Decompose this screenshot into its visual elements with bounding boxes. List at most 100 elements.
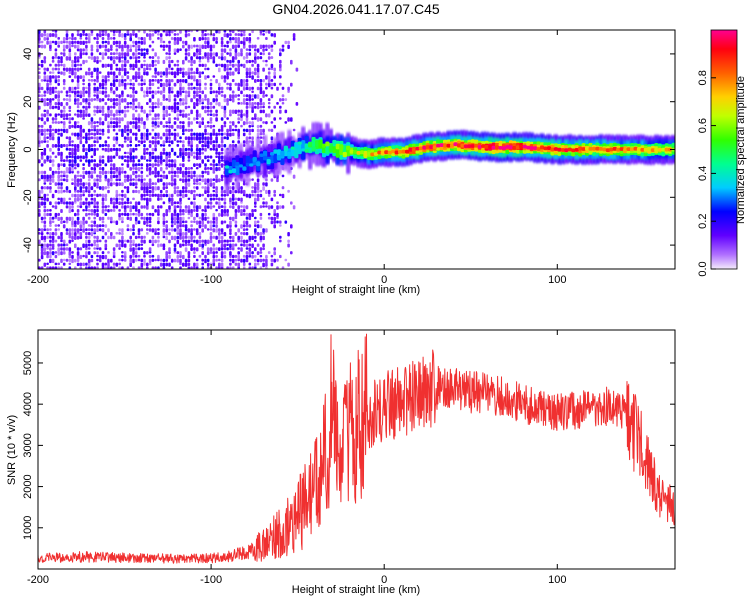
spectrogram-cell <box>220 228 224 233</box>
spectrogram-cell <box>151 163 155 168</box>
spectrogram-cell <box>170 197 174 202</box>
spectrogram-cell <box>154 132 157 137</box>
spectrogram-cell <box>204 147 207 152</box>
spectrogram-cell <box>38 94 41 98</box>
x-tick-label: 100 <box>548 274 566 286</box>
spectrogram-cell <box>98 44 102 49</box>
spectrogram-cell <box>57 136 60 141</box>
spectrogram-cell <box>262 205 265 208</box>
spectrogram-cell <box>276 258 279 262</box>
spectrogram-cell <box>201 174 204 178</box>
spectrogram-cell <box>281 193 285 199</box>
spectrogram-cell <box>143 178 146 181</box>
spectrogram-cell <box>215 79 218 84</box>
spectrogram-cell <box>87 102 91 106</box>
spectrogram-cell <box>201 63 204 67</box>
spectrogram-cell <box>212 193 216 197</box>
spectrogram-cell <box>118 67 121 72</box>
spectrogram-cell <box>62 239 66 244</box>
spectrogram-cell <box>107 109 110 114</box>
spectrogram-cell <box>165 128 168 133</box>
spectrogram-cell <box>76 136 80 140</box>
spectrogram-cell <box>218 247 221 251</box>
spectrogram-cell <box>154 136 157 140</box>
spectrogram-cell <box>209 220 213 224</box>
spectrogram-cell <box>68 121 72 124</box>
spectrogram-cell <box>195 113 199 118</box>
spectrogram-cell <box>201 243 204 248</box>
spectrogram-cell <box>112 37 116 40</box>
spectrogram-cell <box>96 258 99 262</box>
spectrogram-cell <box>101 228 105 233</box>
spectrogram-cell <box>206 56 210 61</box>
spectrogram-cell <box>79 102 83 106</box>
spectrogram-cell <box>40 232 44 236</box>
spectrogram-cell <box>57 59 60 64</box>
spectrogram-cell <box>148 251 152 254</box>
spectrogram-cell <box>129 235 132 240</box>
spectrogram-cell <box>218 128 221 132</box>
spectrogram-cell <box>234 67 238 72</box>
spectrogram-cell <box>248 216 252 221</box>
spectrogram-cell <box>170 90 174 94</box>
spectrogram-cell <box>190 75 193 80</box>
spectrogram-track-cell <box>456 143 462 148</box>
spectrogram-cell <box>234 63 238 67</box>
spectrogram-cell <box>176 228 180 233</box>
spectrogram-cell <box>251 235 254 241</box>
spectrogram-cell <box>182 98 185 102</box>
spectrogram-cell <box>118 178 121 182</box>
spectrogram-cell <box>215 163 218 167</box>
spectrogram-cell <box>259 128 263 134</box>
spectrogram-cell <box>187 243 191 246</box>
spectrogram-cell <box>206 170 210 176</box>
spectrogram-cell <box>226 247 229 251</box>
spectrogram-cell <box>245 48 249 51</box>
spectrogram-cell <box>256 232 260 236</box>
spectrogram-cell <box>132 40 135 44</box>
spectrogram-track-cell <box>443 143 448 148</box>
spectrogram-cell <box>220 235 224 240</box>
spectrogram-cell <box>184 193 188 198</box>
spectrogram-cell <box>57 90 60 95</box>
spectrogram-cell <box>248 105 252 109</box>
spectrogram-cell <box>51 163 55 167</box>
spectrogram-cell <box>57 79 60 82</box>
spectrogram-cell <box>96 247 99 250</box>
spectrogram-cell <box>137 30 141 33</box>
spectrogram-cell <box>204 258 207 264</box>
spectrogram-cell <box>71 178 74 181</box>
spectrogram-cell <box>68 251 72 256</box>
spectrogram-cell <box>176 216 180 221</box>
spectrogram-cell <box>104 52 108 56</box>
spectrogram-cell <box>259 30 263 34</box>
spectrogram-cell <box>240 63 243 67</box>
spectrogram-cell <box>71 254 74 259</box>
spectrogram-cell <box>76 102 80 106</box>
spectrogram-cell <box>193 52 196 57</box>
spectrogram-cell <box>273 105 276 109</box>
spectrogram-cell <box>170 105 174 110</box>
spectrogram-cell <box>143 147 146 153</box>
spectrogram-cell <box>71 71 74 76</box>
spectrogram-cell <box>173 186 177 190</box>
spectrogram-cell <box>215 201 218 205</box>
spectrogram-cell <box>79 52 83 57</box>
spectrogram-cell <box>112 40 116 45</box>
spectrogram-cell <box>237 239 240 243</box>
spectrogram-cell <box>270 220 274 225</box>
spectrogram-cell <box>182 102 185 106</box>
spectrogram-cell <box>96 90 99 95</box>
spectrogram-cell <box>134 147 138 151</box>
spectrogram-cell <box>176 113 180 117</box>
spectrogram-cell <box>143 82 146 86</box>
spectrogram-cell <box>93 113 96 116</box>
spectrogram-cell <box>57 197 60 201</box>
spectrogram-cell <box>57 163 60 168</box>
spectrogram-cell <box>251 75 254 80</box>
spectrogram-cell <box>190 228 193 233</box>
spectrogram-cell <box>248 262 252 266</box>
spectrogram-cell <box>229 48 232 52</box>
spectrogram-cell <box>229 82 232 87</box>
spectrogram-cell <box>193 186 196 189</box>
